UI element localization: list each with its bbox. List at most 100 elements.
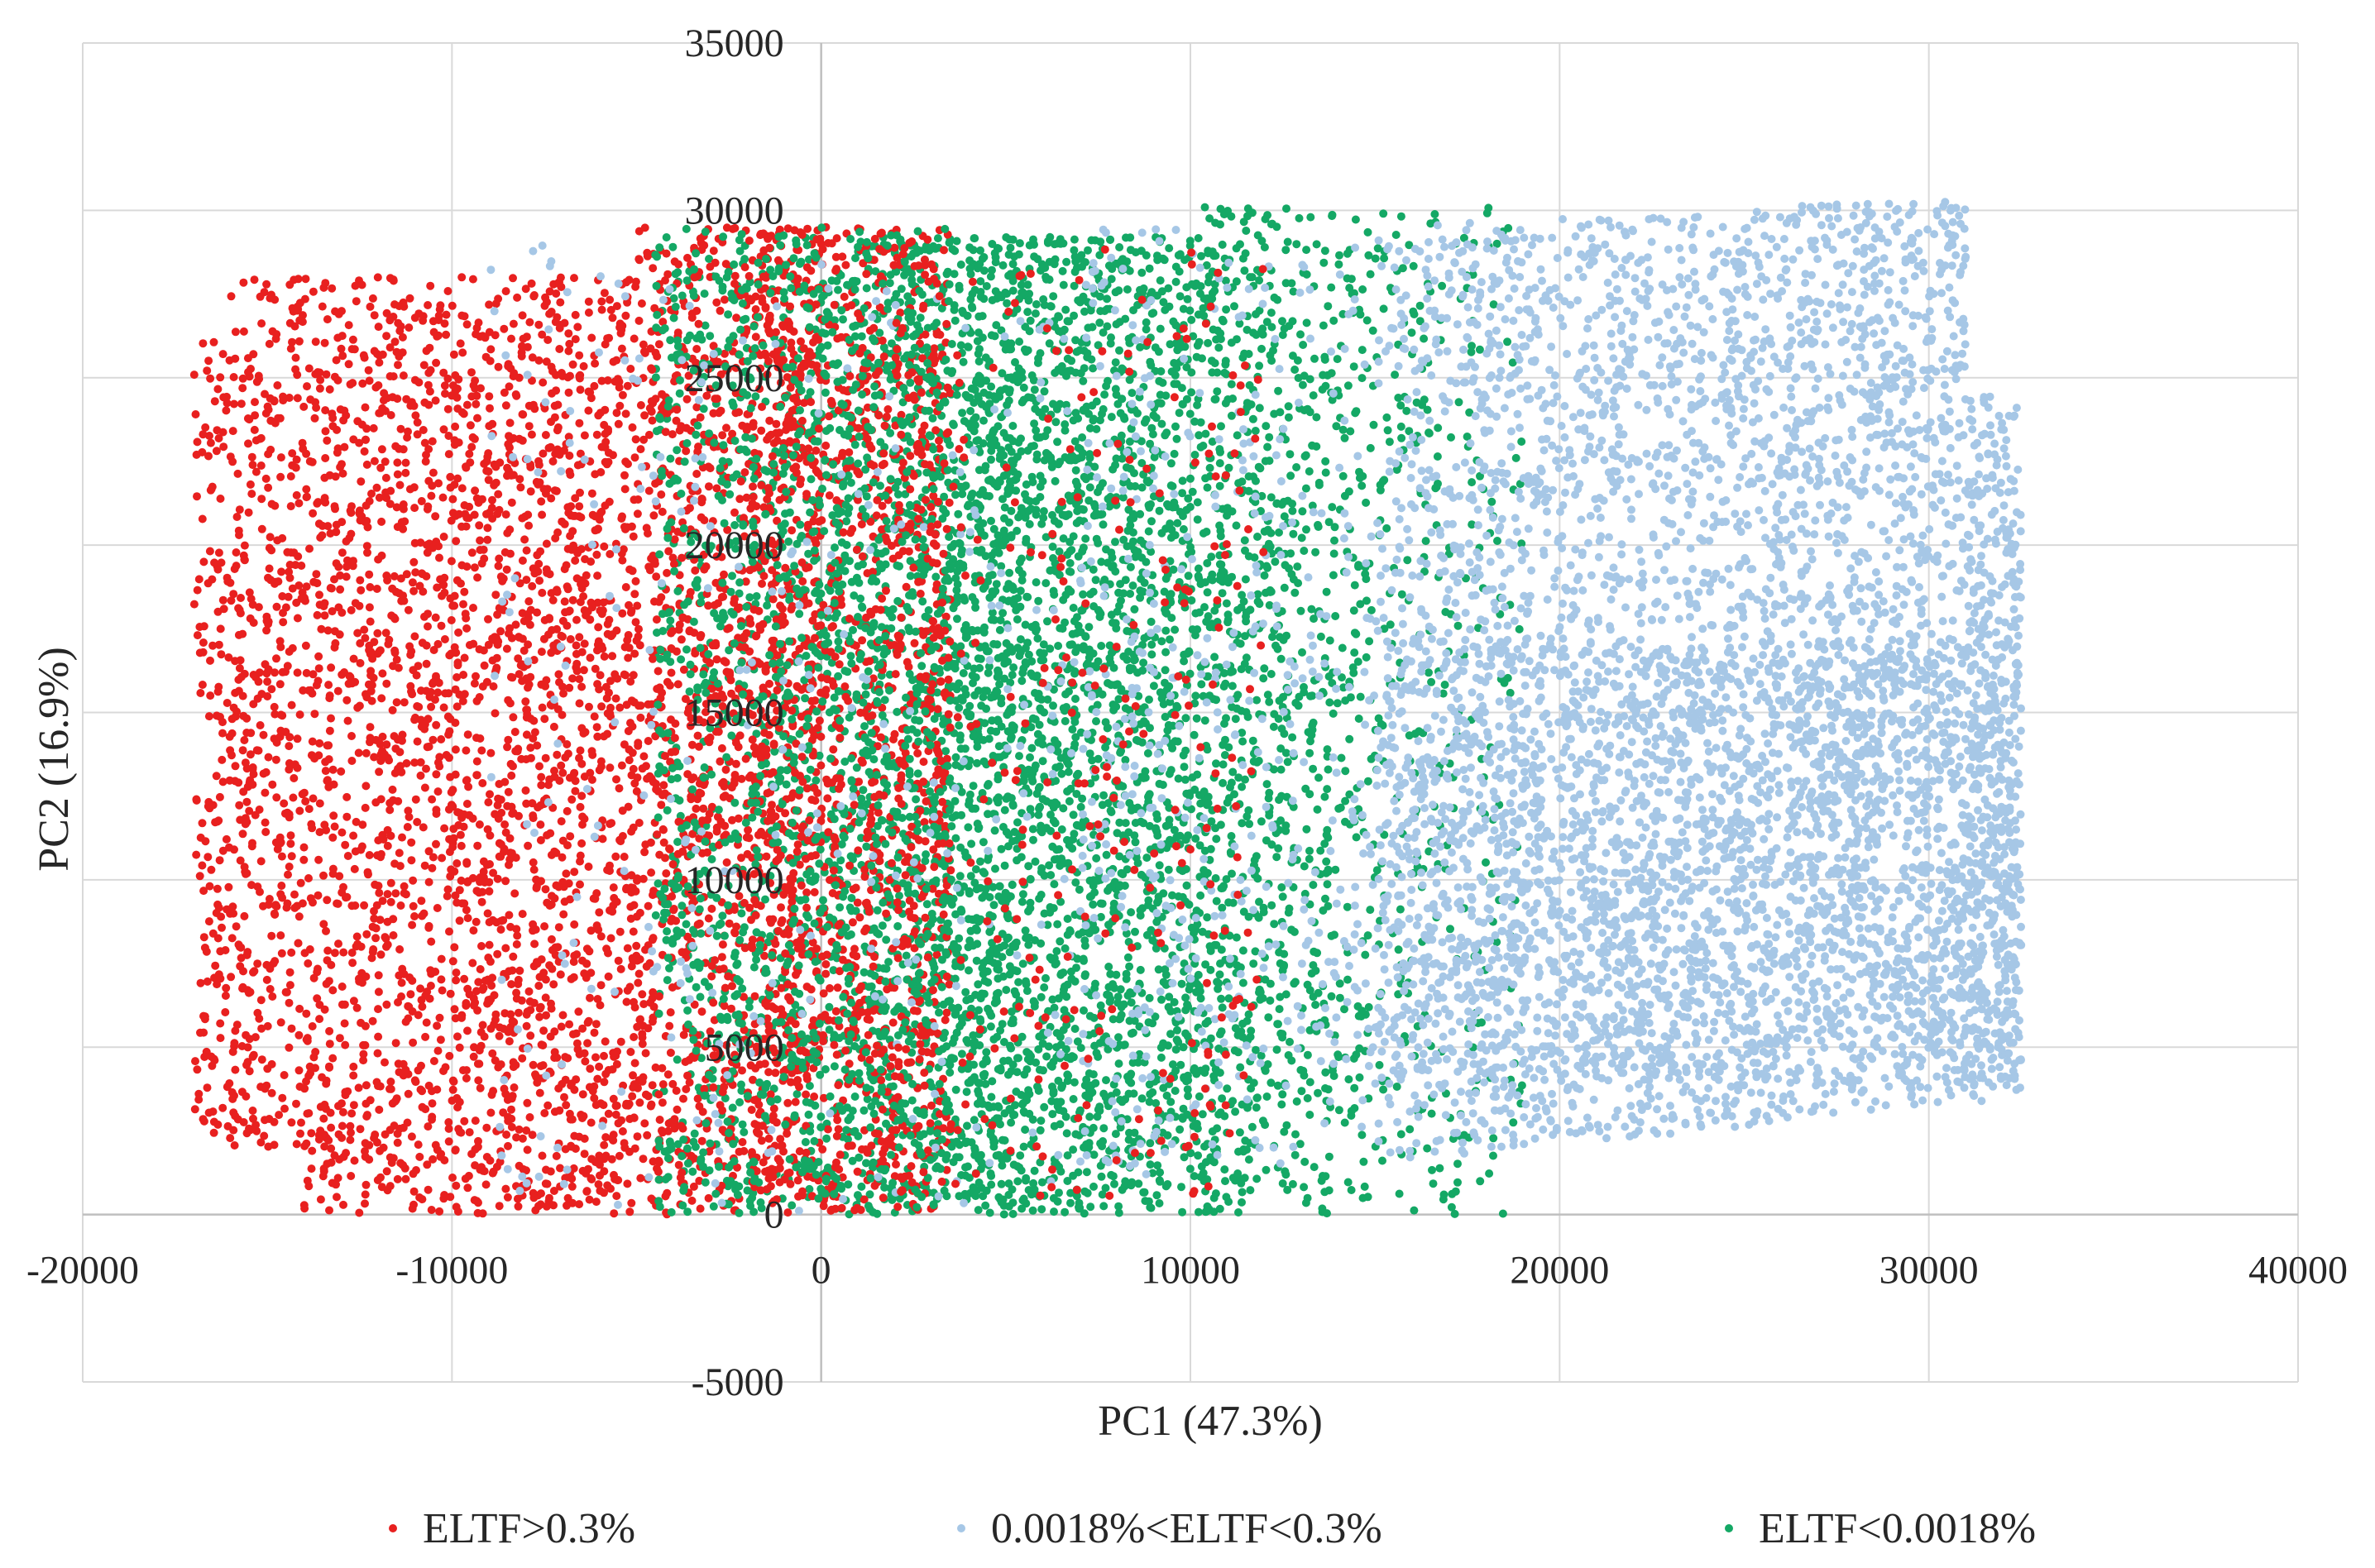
data-points: [189, 198, 2026, 1219]
series-eltf-low-point: [1136, 509, 1145, 519]
series-eltf-low-point: [1063, 1177, 1072, 1185]
series-eltf-low-point: [1125, 1016, 1134, 1025]
series-eltf-low-point: [1089, 1150, 1099, 1159]
series-eltf-low-point: [969, 1183, 978, 1192]
series-eltf-low-point: [1259, 674, 1268, 683]
series-eltf-low-point: [1115, 852, 1124, 861]
series-eltf-low-point: [955, 731, 965, 740]
series-eltf-low-point: [1249, 959, 1258, 968]
series-eltf-low-point: [1032, 300, 1041, 308]
series-eltf-low-point: [1238, 254, 1247, 263]
series-eltf-low-point: [1331, 865, 1340, 874]
series-eltf-low-point: [1244, 806, 1253, 815]
series-eltf-low-point: [1176, 1060, 1185, 1069]
series-eltf-low-point: [1046, 810, 1055, 820]
series-eltf-low-point: [1096, 307, 1105, 316]
series-eltf-low-point: [1418, 400, 1427, 409]
series-eltf-low-point: [1136, 719, 1145, 729]
series-eltf-low-point: [969, 732, 978, 741]
series-eltf-low-point: [1319, 321, 1328, 330]
series-eltf-low-point: [1379, 209, 1388, 218]
series-eltf-low-point: [1061, 420, 1070, 429]
series-eltf-low-point: [1261, 1121, 1270, 1130]
series-eltf-low-point: [1117, 1002, 1126, 1011]
series-eltf-low-point: [1316, 846, 1325, 855]
series-eltf-low-point: [1014, 1054, 1022, 1063]
series-eltf-low-point: [1127, 1181, 1136, 1190]
series-eltf-low-point: [1366, 270, 1375, 279]
series-eltf-low-point: [1145, 790, 1154, 799]
series-eltf-low-point: [1111, 1130, 1120, 1139]
series-eltf-low-point: [1355, 1073, 1364, 1082]
series-eltf-low-point: [1305, 467, 1314, 476]
series-eltf-low-point: [1056, 937, 1065, 946]
series-eltf-low-point: [829, 966, 838, 975]
series-eltf-low-point: [989, 524, 998, 533]
series-eltf-low-point: [1048, 842, 1057, 851]
series-eltf-low-point: [1155, 506, 1164, 515]
series-eltf-low-point: [1166, 340, 1175, 349]
series-eltf-low-point: [1193, 1124, 1202, 1133]
series-eltf-low-point: [1142, 853, 1152, 863]
series-eltf-low-point: [989, 958, 998, 968]
series-eltf-low-point: [1116, 409, 1125, 418]
series-eltf-low-point: [1161, 666, 1170, 675]
series-eltf-low-point: [1305, 748, 1314, 758]
series-eltf-low-point: [1184, 1092, 1193, 1101]
series-eltf-low-point: [956, 744, 965, 753]
series-eltf-low-point: [1244, 912, 1253, 921]
series-eltf-low-point: [960, 596, 970, 605]
series-eltf-low-point: [1192, 352, 1201, 361]
series-eltf-low-point: [1121, 576, 1130, 585]
series-eltf-low-point: [1009, 722, 1018, 731]
series-eltf-low-point: [1340, 1005, 1348, 1014]
series-eltf-low-point: [1309, 881, 1318, 889]
series-eltf-low-point: [1030, 442, 1038, 451]
series-eltf-low-point: [844, 1180, 853, 1189]
series-eltf-low-point: [1195, 431, 1204, 440]
series-eltf-low-point: [1267, 220, 1276, 229]
series-eltf-low-point: [1188, 487, 1197, 496]
series-eltf-low-point: [1144, 527, 1153, 536]
series-eltf-low-point: [1085, 1069, 1094, 1078]
series-eltf-low-point: [1039, 514, 1048, 523]
series-eltf-low-point: [1291, 699, 1300, 707]
series-eltf-low-point: [1359, 1157, 1368, 1166]
series-eltf-low-point: [1314, 1088, 1322, 1097]
series-eltf-low-point: [1265, 457, 1274, 466]
series-eltf-low-point: [1357, 481, 1367, 490]
series-eltf-low-point: [933, 688, 941, 697]
series-eltf-low-point: [1004, 933, 1013, 942]
series-eltf-low-point: [1040, 983, 1049, 992]
series-eltf-low-point: [1075, 885, 1084, 894]
series-eltf-low-point: [1243, 325, 1252, 334]
series-eltf-low-point: [1294, 579, 1303, 588]
series-eltf-low-point: [904, 889, 913, 898]
series-eltf-low-point: [1354, 715, 1363, 723]
series-eltf-low-point: [1070, 1025, 1080, 1033]
series-eltf-low-point: [1246, 1186, 1255, 1195]
series-eltf-low-point: [1241, 575, 1250, 584]
series-eltf-low-point: [1027, 1190, 1036, 1199]
series-eltf-low-point: [1062, 400, 1070, 409]
series-eltf-low-point: [1161, 626, 1171, 635]
series-eltf-low-point: [1236, 240, 1244, 249]
series-eltf-low-point: [1035, 1065, 1044, 1074]
series-eltf-low-point: [1210, 653, 1219, 662]
series-eltf-low-point: [1048, 1083, 1056, 1091]
series-eltf-low-point: [1079, 543, 1088, 552]
series-eltf-low-point: [1349, 606, 1358, 615]
series-eltf-low-point: [1061, 944, 1070, 953]
series-eltf-low-point: [982, 1048, 991, 1057]
series-eltf-low-point: [1143, 748, 1152, 758]
series-eltf-low-point: [1176, 508, 1185, 516]
series-eltf-low-point: [906, 557, 915, 566]
series-eltf-low-point: [1071, 466, 1080, 475]
series-eltf-low-point: [1343, 274, 1352, 283]
series-eltf-low-point: [1034, 596, 1043, 605]
series-eltf-low-point: [1053, 747, 1062, 756]
series-eltf-low-point: [951, 761, 960, 769]
series-eltf-low-point: [1166, 635, 1174, 644]
series-eltf-low-point: [1024, 907, 1032, 915]
series-eltf-low-point: [1178, 892, 1187, 901]
